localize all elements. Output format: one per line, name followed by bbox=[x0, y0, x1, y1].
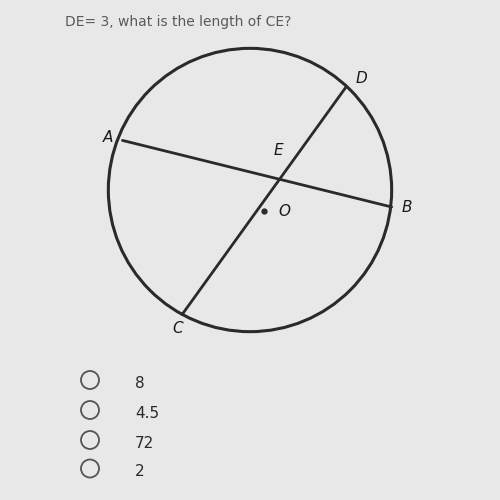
Text: O: O bbox=[278, 204, 290, 219]
Text: E: E bbox=[274, 143, 283, 158]
Text: C: C bbox=[172, 322, 183, 336]
Text: 72: 72 bbox=[135, 436, 154, 451]
Text: 4.5: 4.5 bbox=[135, 406, 159, 421]
Text: A: A bbox=[103, 130, 114, 145]
Text: B: B bbox=[402, 200, 412, 214]
Text: DE= 3, what is the length of CE?: DE= 3, what is the length of CE? bbox=[65, 15, 292, 29]
Text: 8: 8 bbox=[135, 376, 144, 391]
Text: D: D bbox=[356, 70, 368, 86]
Text: 2: 2 bbox=[135, 464, 144, 479]
